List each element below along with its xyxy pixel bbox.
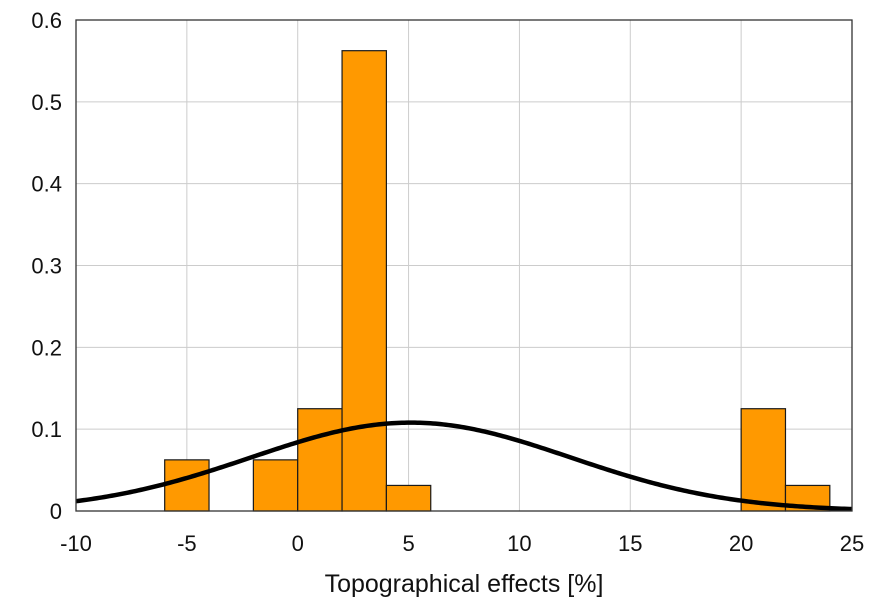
x-tick-label: -5	[177, 531, 197, 556]
histogram-bar	[385, 484, 432, 512]
y-tick-label: 0.2	[31, 335, 62, 360]
x-tick-label: 25	[840, 531, 864, 556]
y-tick-label: 0.4	[31, 172, 62, 197]
x-tick-label: 20	[729, 531, 753, 556]
x-tick-label: 5	[402, 531, 414, 556]
x-tick-label: 10	[507, 531, 531, 556]
x-tick-label: -10	[60, 531, 92, 556]
x-tick-label: 0	[292, 531, 304, 556]
plot-frame	[75, 19, 853, 512]
grid-lines	[75, 19, 853, 512]
y-tick-label: 0.6	[31, 8, 62, 33]
histogram-bar	[740, 408, 787, 512]
y-tick-label: 0	[50, 499, 62, 524]
y-tick-label: 0.3	[31, 254, 62, 279]
fit-curve-group	[75, 420, 853, 512]
histogram-bar	[297, 408, 343, 512]
normal-fit-curve	[75, 420, 853, 512]
x-tick-label: 15	[618, 531, 642, 556]
histogram-bar	[341, 50, 387, 512]
histogram-bar	[252, 459, 299, 512]
y-tick-label: 0.5	[31, 90, 62, 115]
x-axis-title: Topographical effects [%]	[325, 570, 604, 598]
tick-labels: -10 -5 0 5 10 15 20 25 0 0.1 0.2 0.3 0.4 0.5 0.6	[31, 8, 864, 556]
y-tick-label: 0.1	[31, 417, 62, 442]
histogram-bar	[164, 459, 210, 512]
histogram-bars	[164, 50, 831, 512]
